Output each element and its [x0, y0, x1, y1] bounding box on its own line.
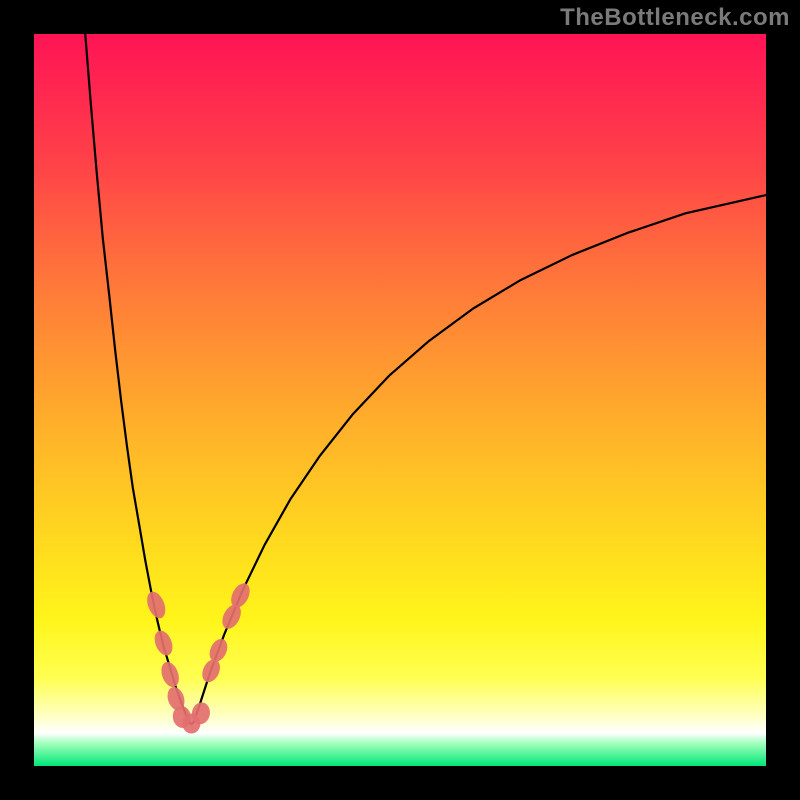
watermark-text: TheBottleneck.com [560, 4, 790, 32]
plot-background [34, 34, 766, 766]
chart-stage: TheBottleneck.com [0, 0, 800, 800]
bottleneck-chart-svg [0, 0, 800, 800]
